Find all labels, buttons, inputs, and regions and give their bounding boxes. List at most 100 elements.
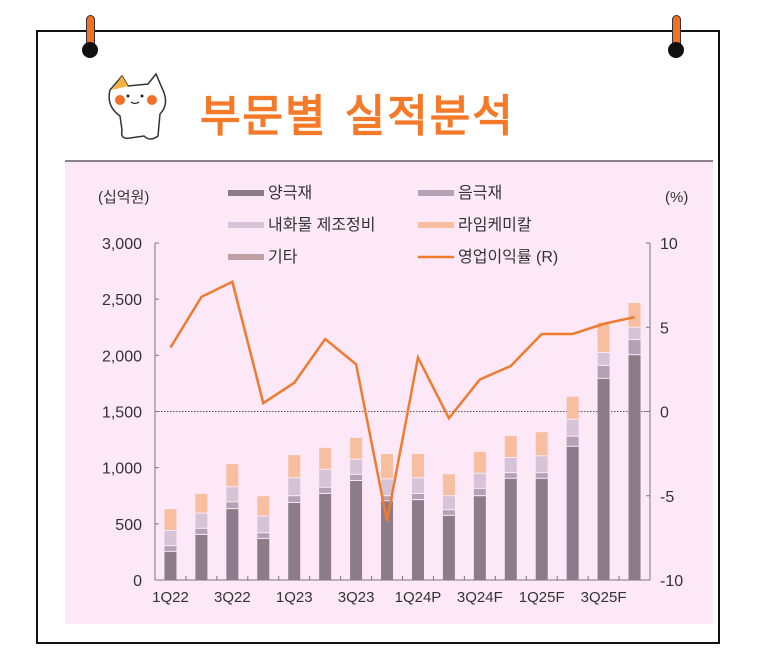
legend-swatch <box>418 190 454 196</box>
legend-label: 기타 <box>268 248 298 266</box>
bar-segment-3 <box>226 464 239 487</box>
bar-segment-0 <box>164 551 177 580</box>
y-tick-label: 3,000 <box>102 236 142 253</box>
y2-tick-label: -5 <box>660 489 674 506</box>
legend-swatch <box>228 190 264 196</box>
bar-segment-1 <box>288 496 301 502</box>
bar-segment-2 <box>195 513 208 528</box>
x-tick-label: 1Q24P <box>395 589 442 606</box>
bar-segment-2 <box>442 496 455 510</box>
bar-segment-2 <box>226 487 239 502</box>
x-tick-label: 3Q22 <box>214 589 251 606</box>
bar-segment-0 <box>226 509 239 580</box>
bar-segment-0 <box>257 538 270 580</box>
y2-axis-unit: (%) <box>665 189 688 206</box>
bar-segment-1 <box>504 473 517 478</box>
y-tick-label: 500 <box>115 517 142 534</box>
bar-segment-1 <box>164 546 177 551</box>
bar-segment-1 <box>566 436 579 446</box>
bar-segment-3 <box>350 437 363 459</box>
x-tick-label: 3Q24F <box>457 589 503 606</box>
bar-segment-0 <box>473 496 486 580</box>
bar-segment-2 <box>350 459 363 474</box>
bar-segment-2 <box>628 327 641 340</box>
bar-segment-1 <box>411 493 424 500</box>
bar-segment-1 <box>535 473 548 478</box>
bar-segment-3 <box>473 451 486 473</box>
bar-segment-3 <box>628 302 641 327</box>
bar-segment-3 <box>504 436 517 457</box>
bar-segment-0 <box>350 481 363 580</box>
legend-swatch <box>418 222 454 228</box>
bar-segment-2 <box>319 469 332 487</box>
bar-segment-3 <box>288 455 301 478</box>
bar-segment-1 <box>628 340 641 355</box>
legend-label: 영업이익률 (R) <box>458 248 558 266</box>
x-tick-label: 3Q25F <box>581 589 627 606</box>
operating-margin-line <box>169 279 635 522</box>
bar-segment-0 <box>195 534 208 580</box>
bar-segment-0 <box>504 478 517 580</box>
legend-swatch <box>228 222 264 228</box>
bar-segment-2 <box>288 478 301 496</box>
bar-segment-3 <box>381 454 394 479</box>
bar-segment-3 <box>535 432 548 456</box>
legend-swatch <box>228 254 264 260</box>
bar-segment-2 <box>257 516 270 533</box>
page-title: 부문별 실적분석 <box>200 91 515 142</box>
bar-segment-3 <box>411 454 424 478</box>
legend-label: 라임케미칼 <box>458 216 532 234</box>
bar-segment-1 <box>350 474 363 481</box>
bar-segment-1 <box>381 496 394 501</box>
bar-segment-2 <box>381 479 394 496</box>
bar-segment-2 <box>411 478 424 493</box>
bar-segment-3 <box>319 447 332 469</box>
bar-segment-3 <box>164 509 177 531</box>
ring-right-icon <box>668 42 684 58</box>
x-tick-label: 1Q23 <box>276 589 313 606</box>
bar-segment-2 <box>504 457 517 473</box>
bar-segment-2 <box>597 352 610 365</box>
bar-segment-0 <box>535 478 548 580</box>
bar-segment-3 <box>442 474 455 496</box>
x-tick-label: 1Q22 <box>152 589 189 606</box>
bar-segment-1 <box>195 528 208 534</box>
bar-segment-0 <box>411 500 424 580</box>
bar-segment-0 <box>442 515 455 580</box>
bar-segment-0 <box>381 501 394 580</box>
y2-tick-label: 10 <box>660 236 678 253</box>
y-tick-label: 2,000 <box>102 348 142 365</box>
bar-segment-1 <box>257 533 270 538</box>
bar-segment-0 <box>628 355 641 580</box>
bar-segment-1 <box>226 502 239 509</box>
bar-segment-3 <box>257 496 270 516</box>
x-tick-label: 1Q25F <box>519 589 565 606</box>
bar-segment-2 <box>535 456 548 473</box>
y-tick-label: 0 <box>133 573 142 590</box>
bar-segment-1 <box>442 510 455 515</box>
legend-label: 내화물 제조정비 <box>268 216 376 234</box>
y-axis-unit: (십억원) <box>98 189 149 206</box>
cat-mascot-icon <box>108 72 167 140</box>
ring-left-icon <box>82 42 98 58</box>
bar-segment-3 <box>597 322 610 352</box>
bar-segment-0 <box>319 493 332 580</box>
bar-segment-0 <box>288 502 301 580</box>
bar-segment-3 <box>566 396 579 419</box>
bar-segment-1 <box>473 488 486 496</box>
bar-segment-2 <box>164 531 177 546</box>
bar-segment-0 <box>597 378 610 580</box>
bar-segment-2 <box>473 473 486 488</box>
y2-tick-label: -10 <box>660 573 683 590</box>
bar-segment-2 <box>566 419 579 436</box>
y2-tick-label: 5 <box>660 320 669 337</box>
legend-label: 음극재 <box>458 184 502 202</box>
y-tick-label: 1,500 <box>102 405 142 422</box>
y-tick-label: 2,500 <box>102 292 142 309</box>
bar-segment-1 <box>319 487 332 493</box>
x-tick-label: 3Q23 <box>338 589 375 606</box>
bar-segment-0 <box>566 446 579 580</box>
y-tick-label: 1,000 <box>102 461 142 478</box>
y2-tick-label: 0 <box>660 405 669 422</box>
